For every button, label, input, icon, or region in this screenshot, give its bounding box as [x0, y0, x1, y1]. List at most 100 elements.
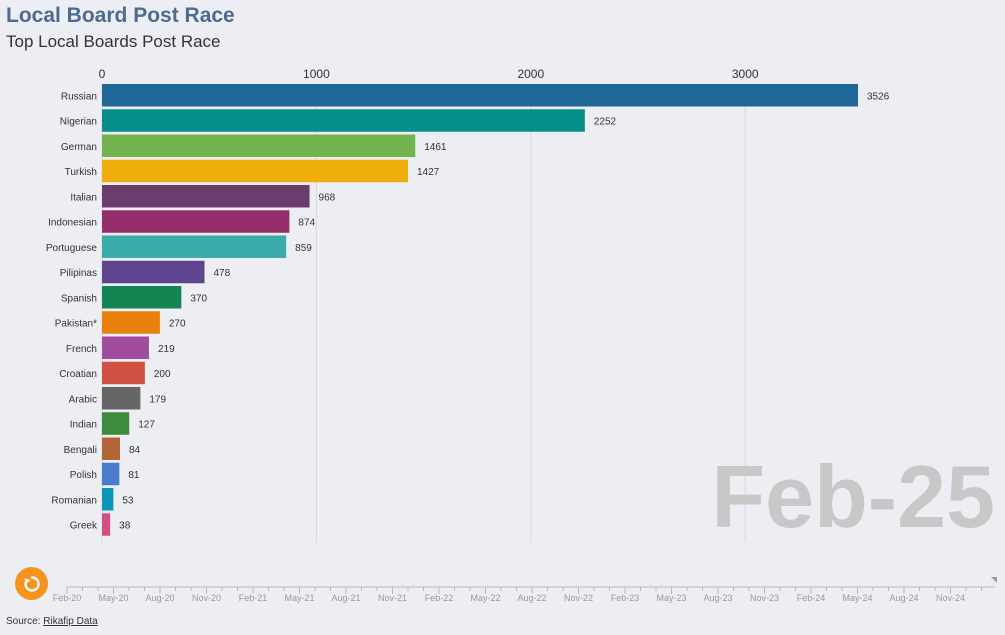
bar — [102, 488, 114, 511]
category-label: Italian — [70, 192, 97, 203]
timeline-tick-label: May-24 — [842, 593, 872, 603]
timeline-tick-label: May-22 — [470, 593, 500, 603]
timeline-tick-label: Aug-24 — [889, 593, 918, 603]
value-label: 478 — [213, 268, 230, 279]
source-link[interactable]: Rikafip Data — [43, 616, 98, 627]
bar-group: Italian 968 — [70, 185, 336, 208]
bar — [102, 185, 310, 208]
bar — [102, 336, 149, 359]
bar — [102, 513, 111, 536]
timeline-tick-label: Nov-21 — [378, 593, 407, 603]
category-label: French — [66, 344, 97, 355]
value-label: 53 — [122, 495, 134, 506]
category-label: Turkish — [65, 167, 97, 178]
value-label: 874 — [298, 218, 315, 229]
value-label: 968 — [319, 192, 336, 203]
category-label: Arabic — [69, 394, 97, 405]
bar-group: Croatian 200 — [59, 361, 171, 385]
replay-button[interactable] — [15, 567, 48, 600]
x-tick-label: 3000 — [732, 67, 759, 81]
timeline-tick-label: Feb-20 — [53, 593, 82, 603]
chart-title: Local Board Post Race — [6, 4, 235, 27]
bar — [102, 361, 145, 385]
source-note: Source: Rikafip Data — [6, 616, 98, 627]
category-label: Portuguese — [46, 243, 98, 254]
bar-group: Portuguese 859 — [46, 235, 312, 258]
bar — [102, 387, 141, 410]
timeline-tick-label: Aug-23 — [703, 593, 732, 603]
timeline-tick-label: Nov-24 — [936, 593, 965, 603]
timeline-tick-label: May-23 — [656, 593, 686, 603]
value-label: 179 — [149, 394, 166, 405]
bar — [102, 437, 121, 460]
source-label: Source: — [6, 616, 41, 627]
timeline-handle[interactable] — [991, 577, 997, 583]
category-label: Indonesian — [48, 218, 97, 229]
category-label: Romanian — [51, 495, 97, 506]
category-label: Russian — [61, 91, 97, 102]
bar-group: Nigerian 2252 — [60, 109, 617, 132]
bar-group: Turkish 1427 — [65, 159, 440, 183]
timeline-tick-label: Aug-22 — [517, 593, 546, 603]
chart-subtitle: Top Local Boards Post Race — [6, 32, 221, 51]
bar — [102, 134, 416, 157]
category-label: German — [61, 142, 97, 153]
value-label: 1461 — [424, 142, 447, 153]
value-label: 81 — [128, 470, 140, 481]
bar-group: French 219 — [66, 336, 175, 359]
bar — [102, 159, 408, 183]
value-label: 38 — [119, 521, 131, 532]
timeline-tick-label: Feb-23 — [611, 593, 640, 603]
value-label: 200 — [154, 369, 171, 380]
timeline-tick-label: Nov-23 — [750, 593, 779, 603]
value-label: 859 — [295, 243, 312, 254]
timeline-tick-label: Feb-22 — [425, 593, 454, 603]
bar-group: Pilipinas 478 — [60, 260, 231, 284]
bar — [102, 286, 182, 309]
bar-group: Greek 38 — [70, 513, 131, 536]
x-tick-label: 2000 — [517, 67, 544, 81]
category-label: Indian — [70, 420, 97, 431]
category-label: Polish — [70, 470, 97, 481]
bar — [102, 412, 130, 435]
value-label: 370 — [190, 293, 207, 304]
bar-group: Indonesian 874 — [48, 210, 316, 233]
timeline-tick-label: Nov-20 — [192, 593, 221, 603]
timeline-tick-label: May-20 — [98, 593, 128, 603]
value-label: 1427 — [417, 167, 440, 178]
bar-group: Arabic 179 — [69, 387, 167, 410]
bar — [102, 260, 205, 284]
bar-group: Russian 3526 — [61, 84, 890, 107]
bar — [102, 462, 120, 486]
bar-group: Pakistan* 270 — [55, 311, 186, 334]
bar-group: German 1461 — [61, 134, 447, 157]
timeline-slider[interactable]: Feb-20 May-20 Aug-20 Nov-20 Feb-21 May-21 Aug-… — [53, 577, 997, 603]
value-label: 2252 — [594, 117, 617, 128]
category-label: Pilipinas — [60, 268, 97, 279]
timeline-tick-label: Feb-21 — [239, 593, 268, 603]
bar — [102, 210, 290, 233]
timeline-tick-label: Aug-20 — [145, 593, 174, 603]
x-axis-ticks: 0 1000 2000 3000 — [99, 67, 759, 81]
timeline-tick-label: May-21 — [284, 593, 314, 603]
bar-group: Spanish 370 — [61, 286, 207, 309]
replay-icon — [23, 575, 40, 592]
timeline-tick-label: Aug-21 — [331, 593, 360, 603]
value-label: 219 — [158, 344, 175, 355]
timeline-tick-label: Nov-22 — [564, 593, 593, 603]
bar — [102, 311, 160, 334]
category-label: Spanish — [61, 293, 97, 304]
timeline-tick-label: Feb-24 — [797, 593, 826, 603]
category-label: Greek — [70, 521, 98, 532]
x-tick-label: 0 — [99, 67, 106, 81]
category-label: Bengali — [64, 445, 97, 456]
category-label: Croatian — [59, 369, 97, 380]
value-label: 3526 — [867, 91, 890, 102]
bar — [102, 235, 287, 258]
category-label: Pakistan* — [55, 319, 97, 330]
bars: Russian 3526 Nigerian 2252 German 1461 Turkish… — [46, 84, 890, 536]
bar-group: Indian 127 — [70, 412, 155, 435]
value-label: 270 — [169, 319, 186, 330]
x-tick-label: 1000 — [303, 67, 330, 81]
